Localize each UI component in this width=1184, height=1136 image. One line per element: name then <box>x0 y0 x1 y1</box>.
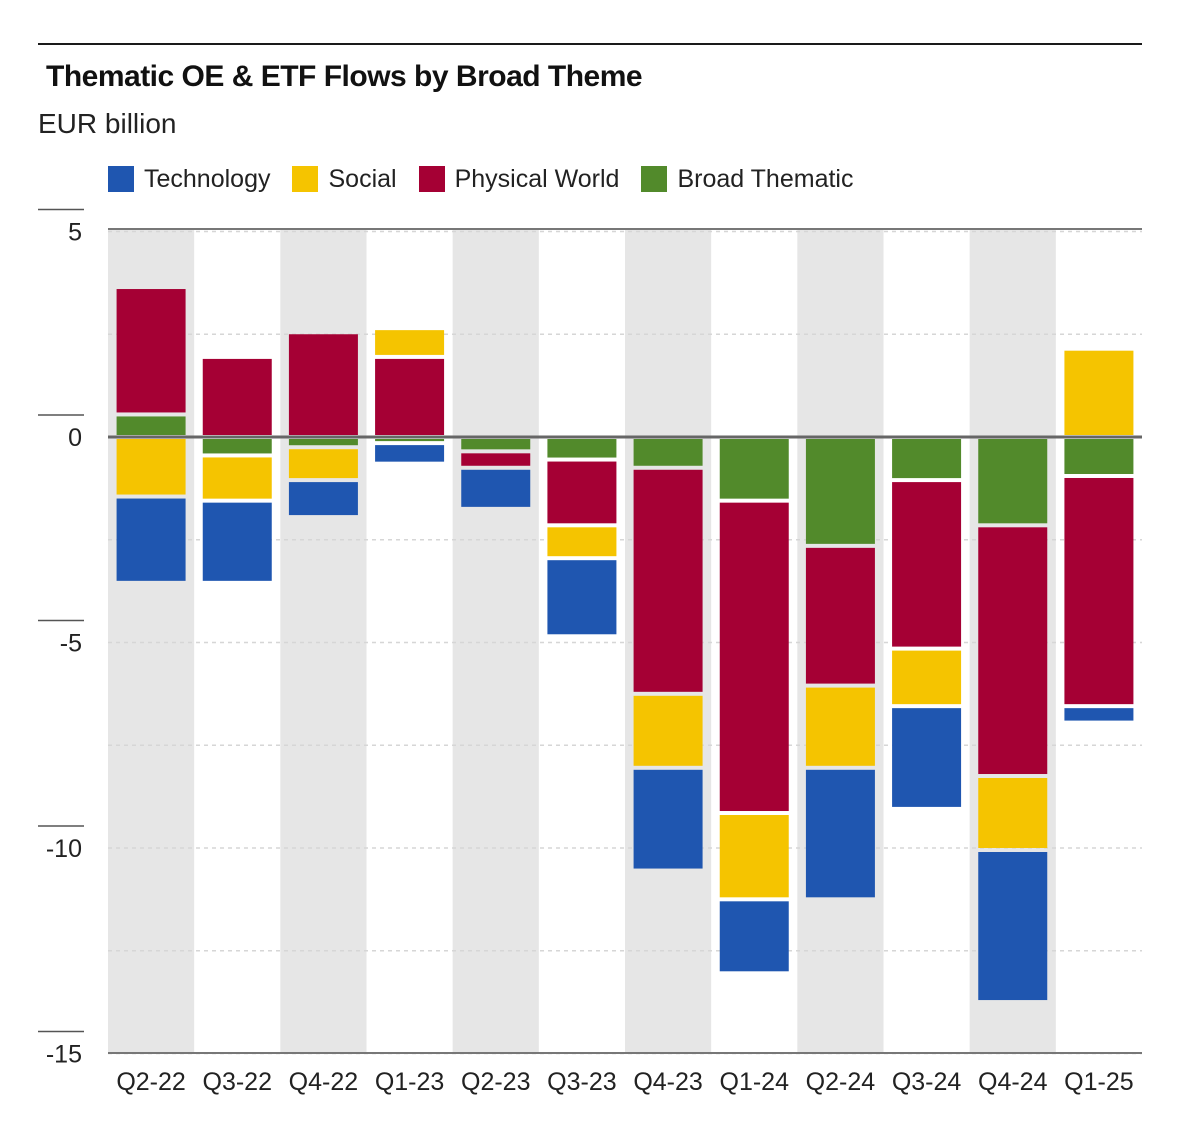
bar-physical-world-q4-22 <box>288 334 358 435</box>
bar-broad-thematic-q3-23 <box>547 439 617 458</box>
legend-item-physical-world: Physical World <box>418 164 620 194</box>
bar-technology-q2-24 <box>805 769 875 898</box>
bar-broad-thematic-q4-23 <box>633 439 703 466</box>
x-tick-label-q1-23: Q1-23 <box>375 1068 444 1096</box>
bar-technology-q3-23 <box>547 560 617 635</box>
legend-label-social: Social <box>328 164 397 193</box>
bar-physical-world-q1-24 <box>719 502 789 812</box>
legend-swatch-technology <box>108 166 134 192</box>
bar-broad-thematic-q2-24 <box>805 439 875 544</box>
bar-physical-world-q3-22 <box>202 358 272 435</box>
bar-social-q1-24 <box>719 815 789 898</box>
column-band-q2-23 <box>452 229 539 1053</box>
bar-technology-q4-22 <box>288 482 358 516</box>
bar-technology-q3-24 <box>892 708 962 807</box>
top-rule <box>38 43 1142 45</box>
bar-technology-q2-23 <box>461 469 531 507</box>
x-tick-label-q3-22: Q3-22 <box>203 1068 272 1096</box>
legend-swatch-physical-world <box>418 166 445 192</box>
bar-social-q1-25 <box>1064 350 1134 435</box>
chart-subtitle: EUR billion <box>38 108 177 139</box>
bar-physical-world-q2-24 <box>805 547 875 684</box>
bar-broad-thematic-q3-22 <box>202 439 272 454</box>
legend-label-broad-thematic: Broad Thematic <box>677 164 854 193</box>
bar-broad-thematic-q4-24 <box>978 439 1048 524</box>
bar-physical-world-q1-25 <box>1064 477 1134 705</box>
bar-technology-q2-22 <box>116 498 186 581</box>
bar-physical-world-q2-23 <box>461 453 531 466</box>
y-tick-label: -10 <box>46 835 82 863</box>
x-tick-label-q4-22: Q4-22 <box>289 1068 358 1096</box>
bar-broad-thematic-q1-25 <box>1064 439 1134 474</box>
bar-broad-thematic-q4-22 <box>288 439 358 446</box>
legend-item-broad-thematic: Broad Thematic <box>641 165 853 194</box>
x-tick-label-q2-24: Q2-24 <box>806 1068 876 1096</box>
legend-item-social: Social <box>292 164 397 194</box>
y-tick-label: -15 <box>46 1041 82 1069</box>
chart-title: Thematic OE & ETF Flows by Broad Theme <box>46 60 643 93</box>
y-tick-label: -5 <box>60 630 82 658</box>
bar-technology-q1-23 <box>375 445 445 462</box>
bar-social-q4-22 <box>288 449 358 479</box>
y-tick-label: 0 <box>68 424 82 452</box>
x-tick-label-q3-23: Q3-23 <box>547 1068 616 1096</box>
bar-broad-thematic-q1-24 <box>719 439 789 499</box>
x-tick-label-q4-24: Q4-24 <box>978 1068 1048 1096</box>
bar-broad-thematic-q3-24 <box>892 439 962 479</box>
bar-technology-q4-24 <box>978 852 1048 1001</box>
bar-social-q4-24 <box>978 778 1048 848</box>
legend-swatch-social <box>292 166 319 192</box>
bar-technology-q1-24 <box>719 901 789 972</box>
bar-physical-world-q3-23 <box>547 461 617 524</box>
y-tick-label: 5 <box>68 219 82 247</box>
bar-social-q3-23 <box>547 527 617 557</box>
legend-swatch-broad-thematic <box>641 166 668 192</box>
bar-physical-world-q1-23 <box>375 358 445 435</box>
x-tick-label-q1-25: Q1-25 <box>1064 1068 1133 1096</box>
bar-technology-q1-25 <box>1064 708 1134 721</box>
bar-social-q4-23 <box>633 695 703 766</box>
bar-social-q3-24 <box>892 650 962 705</box>
bar-social-q2-22 <box>116 439 186 495</box>
bar-physical-world-q3-24 <box>892 482 962 647</box>
bar-physical-world-q4-24 <box>978 527 1048 775</box>
bar-broad-thematic-q2-22 <box>116 416 186 435</box>
bar-broad-thematic-q1-23 <box>375 439 445 442</box>
legend-item-technology: Technology <box>108 165 270 194</box>
bar-physical-world-q2-22 <box>116 289 186 413</box>
bar-technology-q4-23 <box>633 769 703 869</box>
legend: Technology Social Physical World Broad T… <box>108 164 875 194</box>
x-tick-label-q1-24: Q1-24 <box>720 1068 790 1096</box>
bar-social-q3-22 <box>202 457 272 499</box>
legend-label-technology: Technology <box>144 164 271 193</box>
bar-technology-q3-22 <box>202 502 272 581</box>
bar-broad-thematic-q2-23 <box>461 439 531 450</box>
x-tick-label-q2-23: Q2-23 <box>461 1068 530 1096</box>
bar-social-q2-24 <box>805 687 875 766</box>
legend-label-physical-world: Physical World <box>454 164 620 193</box>
bar-social-q1-23 <box>375 330 445 355</box>
x-tick-label-q3-24: Q3-24 <box>892 1068 962 1096</box>
x-tick-label-q4-23: Q4-23 <box>633 1068 702 1096</box>
x-tick-label-q2-22: Q2-22 <box>116 1068 185 1096</box>
bar-physical-world-q4-23 <box>633 469 703 692</box>
